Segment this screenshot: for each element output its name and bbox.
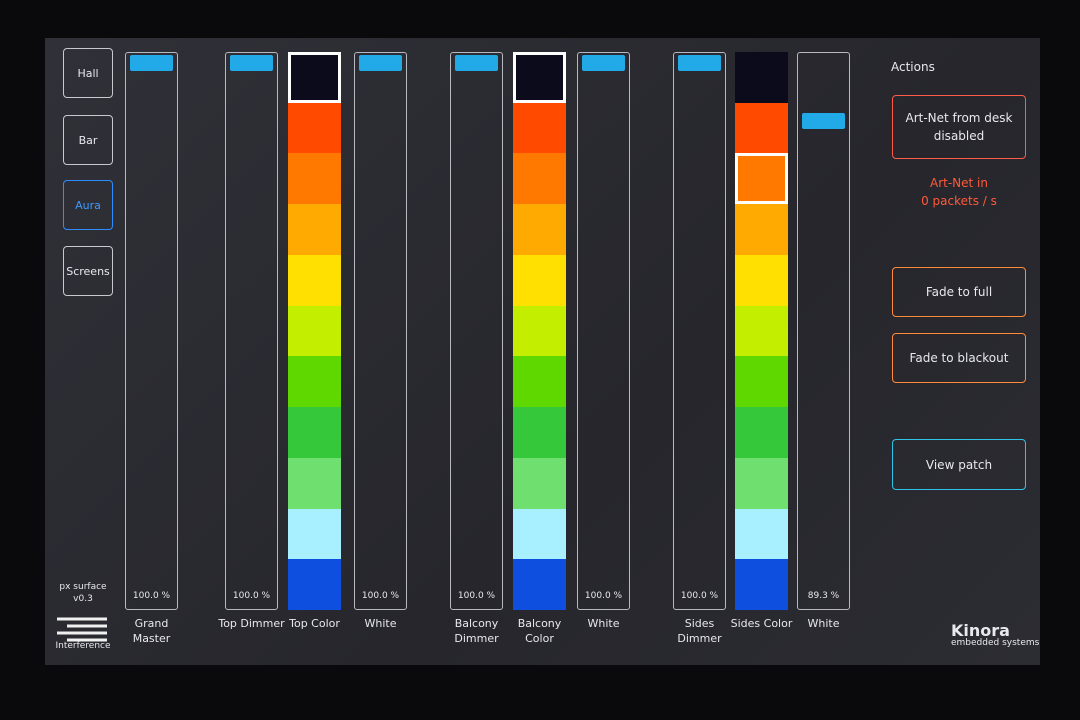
color-swatch[interactable]	[735, 508, 788, 560]
fader-label: White	[364, 617, 397, 630]
nav-button[interactable]: Aura	[63, 180, 113, 230]
action-button[interactable]: Fade to blackout	[892, 333, 1026, 383]
color-strip[interactable]	[735, 52, 788, 610]
color-swatch[interactable]	[513, 508, 566, 560]
nav-button[interactable]: Bar	[63, 115, 113, 165]
fader-handle	[582, 55, 625, 71]
fader-label: Top Dimmer	[218, 617, 285, 630]
brand-tagline: embedded systems	[951, 638, 1040, 648]
fader-value: 100.0 %	[232, 591, 271, 601]
color-swatch[interactable]	[288, 559, 341, 610]
fader-label: Balcony Color	[517, 617, 562, 645]
color-swatch[interactable]	[735, 102, 788, 154]
fader[interactable]: 100.0 %	[354, 52, 407, 610]
fader-handle	[455, 55, 498, 71]
fader-label: Sides Color	[730, 617, 793, 630]
fader-handle	[359, 55, 402, 71]
brand-left: Interference	[55, 641, 111, 651]
color-swatch[interactable]	[513, 153, 566, 205]
action-button[interactable]: Fade to full	[892, 267, 1026, 317]
logo-mark	[57, 617, 107, 642]
fader[interactable]: 100.0 %	[577, 52, 630, 610]
fader-label: White	[807, 617, 840, 630]
fader-label: White	[587, 617, 620, 630]
color-swatch[interactable]	[513, 52, 566, 103]
nav-button[interactable]: Screens	[63, 246, 113, 296]
fader-label: Balcony Dimmer	[454, 617, 499, 645]
fader-handle	[678, 55, 721, 71]
fader-label: Top Color	[289, 617, 340, 630]
color-swatch[interactable]	[735, 407, 788, 458]
fader[interactable]: 100.0 %	[673, 52, 726, 610]
color-swatch[interactable]	[513, 356, 566, 408]
fader-value: 100.0 %	[361, 591, 400, 601]
color-strip[interactable]	[513, 52, 566, 610]
color-swatch[interactable]	[513, 457, 566, 509]
color-swatch[interactable]	[513, 204, 566, 255]
fader-value: 89.3 %	[807, 591, 840, 601]
color-swatch[interactable]	[735, 254, 788, 306]
screen: px surface v0.3 Interference Kinora embe…	[45, 38, 1040, 665]
color-swatch[interactable]	[288, 508, 341, 560]
fader-value: 100.0 %	[584, 591, 623, 601]
brand-right: Kinora	[951, 621, 1010, 640]
fader[interactable]: 100.0 %	[450, 52, 503, 610]
status-label: Art-Net in	[930, 176, 988, 190]
fader-handle	[802, 112, 845, 129]
actions-title: Actions	[891, 60, 935, 74]
color-swatch[interactable]	[735, 52, 788, 103]
color-swatch[interactable]	[288, 305, 341, 357]
color-swatch[interactable]	[288, 52, 341, 103]
version: px surface v0.3	[45, 581, 121, 605]
fader[interactable]: 89.3 %	[797, 52, 850, 610]
fader-value: 100.0 %	[457, 591, 496, 601]
color-swatch[interactable]	[288, 153, 341, 205]
fader-value: 100.0 %	[132, 591, 171, 601]
version-number: v0.3	[73, 594, 93, 604]
color-swatch[interactable]	[735, 356, 788, 408]
action-button[interactable]: Art-Net from desk disabled	[892, 95, 1026, 159]
color-swatch[interactable]	[288, 254, 341, 306]
fader-handle	[130, 55, 173, 71]
artnet-status: Art-Net in 0 packets / s	[892, 174, 1026, 210]
fader-label: Sides Dimmer	[677, 617, 722, 645]
color-swatch[interactable]	[513, 254, 566, 306]
color-swatch[interactable]	[735, 559, 788, 610]
color-swatch[interactable]	[288, 204, 341, 255]
color-swatch[interactable]	[513, 559, 566, 610]
color-swatch[interactable]	[288, 356, 341, 408]
fader-label: Grand Master	[132, 617, 171, 645]
fader-value: 100.0 %	[680, 591, 719, 601]
color-swatch[interactable]	[513, 407, 566, 458]
color-swatch[interactable]	[735, 204, 788, 255]
color-swatch[interactable]	[735, 153, 788, 205]
fader[interactable]: 100.0 %	[225, 52, 278, 610]
color-strip[interactable]	[288, 52, 341, 610]
color-swatch[interactable]	[735, 305, 788, 357]
fader[interactable]: 100.0 %	[125, 52, 178, 610]
color-swatch[interactable]	[288, 457, 341, 509]
status-value: 0 packets / s	[921, 194, 997, 208]
color-swatch[interactable]	[513, 305, 566, 357]
color-swatch[interactable]	[288, 102, 341, 154]
nav-button[interactable]: Hall	[63, 48, 113, 98]
version-name: px surface	[59, 582, 107, 592]
action-button[interactable]: View patch	[892, 439, 1026, 490]
color-swatch[interactable]	[288, 407, 341, 458]
color-swatch[interactable]	[735, 457, 788, 509]
color-swatch[interactable]	[513, 102, 566, 154]
fader-handle	[230, 55, 273, 71]
